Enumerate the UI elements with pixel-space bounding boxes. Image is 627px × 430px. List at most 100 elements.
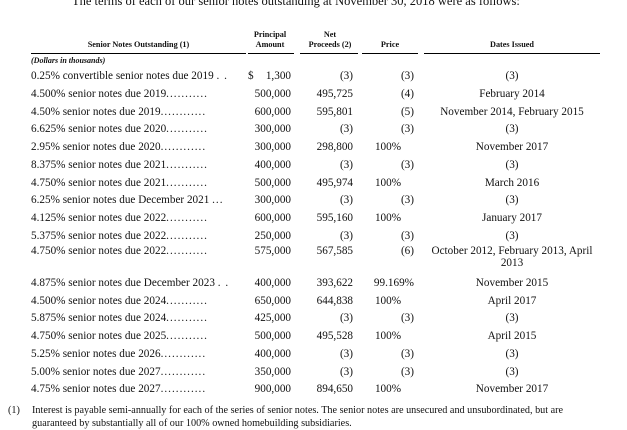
net-proceeds: 495,528 [316,330,353,342]
dates-issued: January 2017 [482,212,542,224]
net-proceeds: 495,974 [316,177,353,189]
principal-amount: 250,000 [254,230,291,242]
header-net-line2: Proceeds (2) [308,40,352,49]
net-proceeds: (3) [339,312,353,324]
dates-issued: November 2014, February 2015 [440,106,584,118]
dates-issued: (3) [505,312,519,324]
net-proceeds: (3) [339,194,353,206]
note-description: 4.750% senior notes due 2022........... [31,245,208,257]
dates-issued: November 2017 [475,141,549,153]
header-net-line1: Net [323,30,337,39]
dates-issued: (3) [505,159,519,171]
header-notes: Senior Notes Outstanding (1) [31,40,246,50]
price: (3) [400,366,414,378]
table-row: 5.25% senior notes due 2026............ … [0,348,627,364]
price: 100% [374,212,402,224]
header-rule-net [300,53,358,54]
note-description: 4.500% senior notes due 2019........... [31,88,208,100]
table-row: 8.375% senior notes due 2021........... … [0,159,627,175]
note-description: 5.375% senior notes due 2022........... [31,230,208,242]
dates-issued: (3) [505,366,519,378]
price: (3) [400,123,414,135]
table-row: 5.375% senior notes due 2022........... … [0,230,627,246]
table-row: 4.75% senior notes due 2027............ … [0,383,627,399]
principal-amount: 300,000 [254,141,291,153]
price: 100% [374,383,402,395]
price: (3) [400,348,414,360]
header-dates: Dates Issued [424,40,600,50]
note-description: 0.25% convertible senior notes due 2019 … [31,70,228,82]
dates-issued: April 2015 [487,330,537,342]
table-row: 0.25% convertible senior notes due 2019 … [0,70,627,86]
net-proceeds: 894,650 [316,383,353,395]
header-price-label: Price [380,40,400,49]
principal-amount: 500,000 [254,330,291,342]
note-description: 4.750% senior notes due 2025........... [31,330,208,342]
principal-amount: 350,000 [254,366,291,378]
price: (3) [400,159,414,171]
principal-amount: 650,000 [254,295,291,307]
header-rule-principal [248,53,294,54]
dates-issued: (3) [505,348,519,360]
dates-issued: March 2016 [484,177,540,189]
header-principal-line2: Amount [255,40,285,49]
net-proceeds: (3) [339,348,353,360]
net-proceeds: 595,160 [316,212,353,224]
note-description: 4.75% senior notes due 2027............ [31,383,207,395]
net-proceeds: (3) [339,230,353,242]
table-row: 2.95% senior notes due 2020............ … [0,141,627,157]
note-description: 2.95% senior notes due 2020............ [31,141,207,153]
dates-issued: (3) [505,123,519,135]
net-proceeds: (3) [339,123,353,135]
header-rule-dates [424,53,600,54]
principal-amount: 300,000 [254,194,291,206]
net-proceeds: 495,725 [316,88,353,100]
note-description: 4.750% senior notes due 2021........... [31,177,208,189]
table-row: 4.500% senior notes due 2019........... … [0,88,627,104]
price: 100% [374,295,402,307]
price: (3) [400,230,414,242]
table-row: 4.875% senior notes due December 2023 . … [0,277,627,293]
price: (3) [400,312,414,324]
net-proceeds: 644,838 [316,295,353,307]
table-row: 4.500% senior notes due 2024........... … [0,295,627,311]
dates-issued: April 2017 [487,295,537,307]
dates-issued: (3) [505,70,519,82]
principal-amount: 600,000 [254,106,291,118]
header-principal: Principal Amount [245,30,295,50]
note-description: 6.25% senior notes due December 2021 ... [31,194,224,206]
header-net-proceeds: Net Proceeds (2) [300,30,360,50]
header-rule-notes [31,53,246,54]
net-proceeds: 567,585 [316,245,353,257]
principal-amount: 1,300 [265,70,291,82]
price: 99.169% [373,277,414,289]
header-price: Price [362,40,418,50]
note-description: 6.625% senior notes due 2020........... [31,123,208,135]
principal-amount: 575,000 [254,245,291,257]
header-dates-label: Dates Issued [490,40,534,49]
table-row: 4.50% senior notes due 2019............ … [0,106,627,122]
note-description: 5.25% senior notes due 2026............ [31,348,207,360]
principal-amount: 400,000 [254,348,291,360]
note-description: 8.375% senior notes due 2021........... [31,159,208,171]
principal-amount: 500,000 [254,88,291,100]
table-row: 4.750% senior notes due 2022........... … [0,245,627,273]
intro-text: The terms of each of our senior notes ou… [72,0,520,8]
price: (4) [400,88,414,100]
dates-issued: November 2017 [475,383,549,395]
header-rule-price [362,53,418,54]
note-description: 5.875% senior notes due 2024........... [31,312,208,324]
dates-issued: October 2012, February 2013, April 2013 [431,245,593,269]
price: (6) [400,245,414,257]
note-description: 5.00% senior notes due 2027............ [31,366,207,378]
price: 100% [374,177,402,189]
dates-issued: February 2014 [479,88,545,100]
table-row: 5.00% senior notes due 2027............ … [0,366,627,382]
price: (3) [400,194,414,206]
price: 100% [374,141,402,153]
net-proceeds: 393,622 [316,277,353,289]
dates-issued: November 2015 [475,277,549,289]
table-row: 4.750% senior notes due 2021........... … [0,177,627,193]
header-notes-label: Senior Notes Outstanding (1) [87,40,190,49]
table-row: 4.750% senior notes due 2025........... … [0,330,627,346]
